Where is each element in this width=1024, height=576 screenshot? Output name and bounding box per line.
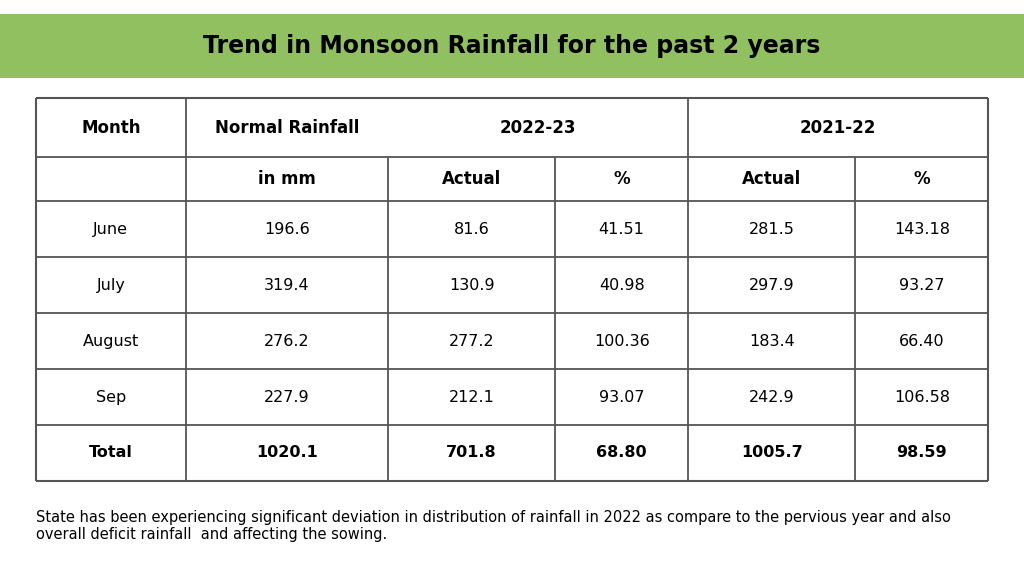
Text: 183.4: 183.4 [749, 334, 795, 348]
Text: 2021-22: 2021-22 [800, 119, 877, 137]
Text: 106.58: 106.58 [894, 389, 950, 404]
Text: 196.6: 196.6 [264, 222, 310, 237]
Text: 277.2: 277.2 [449, 334, 495, 348]
Text: 93.27: 93.27 [899, 278, 944, 293]
Text: Total: Total [89, 445, 133, 460]
Text: %: % [613, 170, 630, 188]
Text: Sep: Sep [96, 389, 126, 404]
Text: 1020.1: 1020.1 [256, 445, 317, 460]
Text: Month: Month [81, 119, 140, 137]
Text: 93.07: 93.07 [599, 389, 644, 404]
Text: 81.6: 81.6 [454, 222, 489, 237]
Text: Trend in Monsoon Rainfall for the past 2 years: Trend in Monsoon Rainfall for the past 2… [204, 34, 820, 58]
Text: 212.1: 212.1 [449, 389, 495, 404]
Text: Normal Rainfall: Normal Rainfall [215, 119, 359, 137]
Text: 100.36: 100.36 [594, 334, 649, 348]
Text: 319.4: 319.4 [264, 278, 309, 293]
Text: 1005.7: 1005.7 [740, 445, 803, 460]
Text: 40.98: 40.98 [599, 278, 644, 293]
Text: August: August [83, 334, 139, 348]
Text: 66.40: 66.40 [899, 334, 944, 348]
Text: State has been experiencing significant deviation in distribution of rainfall in: State has been experiencing significant … [36, 510, 950, 542]
Text: Actual: Actual [442, 170, 501, 188]
Text: 2022-23: 2022-23 [500, 119, 577, 137]
Text: 242.9: 242.9 [749, 389, 795, 404]
Text: 227.9: 227.9 [264, 389, 309, 404]
Text: June: June [93, 222, 128, 237]
Text: 68.80: 68.80 [596, 445, 647, 460]
Text: in mm: in mm [258, 170, 315, 188]
Text: %: % [913, 170, 930, 188]
Text: July: July [96, 278, 125, 293]
Text: 41.51: 41.51 [599, 222, 644, 237]
Text: 276.2: 276.2 [264, 334, 309, 348]
Text: 130.9: 130.9 [449, 278, 495, 293]
Text: 297.9: 297.9 [749, 278, 795, 293]
Text: 98.59: 98.59 [896, 445, 947, 460]
Text: 281.5: 281.5 [749, 222, 795, 237]
Text: 701.8: 701.8 [446, 445, 497, 460]
Text: 143.18: 143.18 [894, 222, 950, 237]
Text: Actual: Actual [742, 170, 802, 188]
